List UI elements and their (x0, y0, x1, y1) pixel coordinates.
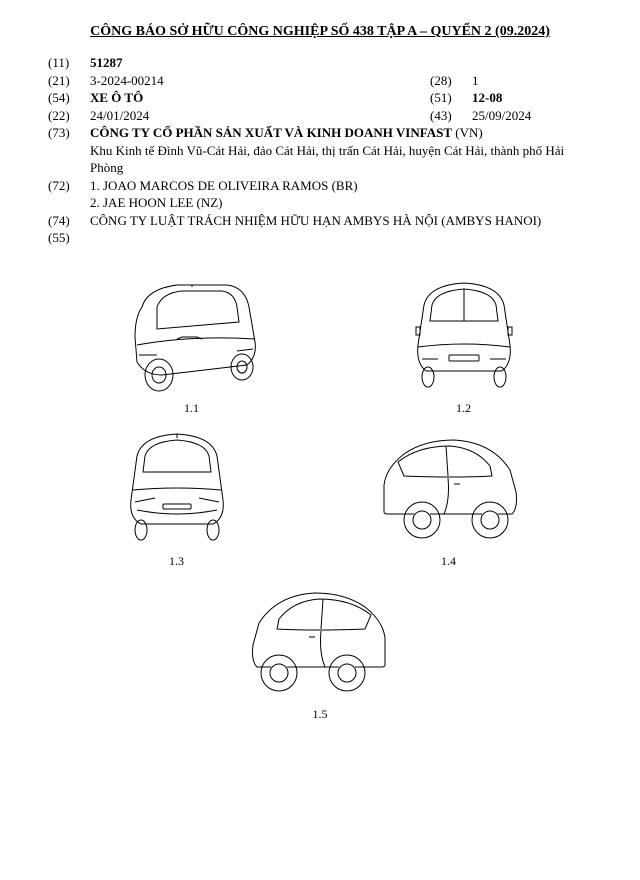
figure-1-1: 1.1 (107, 267, 277, 416)
figure-label: 1.4 (364, 554, 534, 569)
car-front-perspective-icon (107, 267, 277, 397)
code-72: (72) (48, 177, 90, 195)
figures-section: 1.1 1.2 (48, 267, 592, 722)
car-side-right-icon (364, 420, 534, 550)
applicant-address: Khu Kinh tế Đình Vũ-Cát Hải, đảo Cát Hải… (90, 142, 592, 177)
code-22: (22) (48, 107, 90, 125)
bibliographic-block: (11) 51287 (21) 3-2024-00214 (28) 1 (54)… (48, 54, 592, 247)
figure-label: 1.2 (394, 401, 534, 416)
registration-number: 51287 (90, 54, 592, 72)
code-73: (73) (48, 124, 90, 142)
publication-date: 25/09/2024 (472, 107, 592, 125)
page-title: CÔNG BÁO SỞ HỮU CÔNG NGHIỆP SỐ 438 TẬP A… (48, 24, 592, 40)
figure-label: 1.1 (107, 401, 277, 416)
code-54: (54) (48, 89, 90, 107)
locarno-class: 12-08 (472, 89, 592, 107)
figure-1-3: 1.3 (107, 420, 247, 569)
designer-2: 2. JAE HOON LEE (NZ) (90, 194, 592, 212)
car-rear-icon (107, 420, 247, 550)
number-of-designs: 1 (472, 72, 592, 90)
figure-label: 1.5 (235, 707, 405, 722)
filing-date: 24/01/2024 (90, 107, 430, 125)
code-74: (74) (48, 212, 90, 230)
car-front-icon (394, 267, 534, 397)
figure-1-2: 1.2 (394, 267, 534, 416)
agent: CÔNG TY LUẬT TRÁCH NHIỆM HỮU HẠN AMBYS H… (90, 212, 592, 230)
code-51: (51) (430, 89, 472, 107)
code-28: (28) (430, 72, 472, 90)
applicant-line: CÔNG TY CỔ PHẦN SẢN XUẤT VÀ KINH DOANH V… (90, 124, 592, 142)
figure-label: 1.3 (107, 554, 247, 569)
applicant-name: CÔNG TY CỔ PHẦN SẢN XUẤT VÀ KINH DOANH V… (90, 125, 452, 140)
application-number: 3-2024-00214 (90, 72, 430, 90)
code-21: (21) (48, 72, 90, 90)
code-43: (43) (430, 107, 472, 125)
design-title: XE Ô TÔ (90, 89, 430, 107)
code-11: (11) (48, 54, 90, 72)
figure-1-5: 1.5 (235, 573, 405, 722)
figure-1-4: 1.4 (364, 420, 534, 569)
car-side-left-icon (235, 573, 405, 703)
code-55: (55) (48, 229, 90, 247)
designer-1: 1. JOAO MARCOS DE OLIVEIRA RAMOS (BR) (90, 177, 592, 195)
applicant-country: (VN) (452, 125, 483, 140)
